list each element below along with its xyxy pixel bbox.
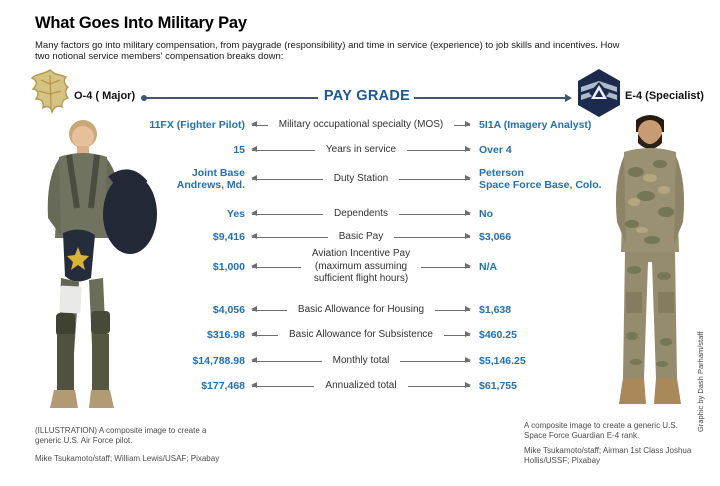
arrow-right-icon <box>407 146 471 152</box>
e4-value: Peterson Space Force Base, Colo. <box>479 167 602 191</box>
arrow-right-icon <box>398 210 472 216</box>
guardian-photo-credit: Mike Tsukamoto/staff; Airman 1st Class J… <box>524 446 692 465</box>
arrow-left-icon <box>250 382 315 388</box>
arrow-left-icon <box>251 357 322 363</box>
arrow-right-icon <box>407 382 472 388</box>
o4-value: Yes <box>226 208 245 220</box>
pilot-photo-caption: (ILLUSTRATION) A composite image to crea… <box>35 426 207 445</box>
arrow-right-icon <box>400 357 471 363</box>
o4-value: Joint Base Andrews, Md. <box>176 167 245 191</box>
e4-rank-label: E-4 (Specialist) <box>625 90 704 102</box>
row-label: Basic Allowance for Subsistence <box>289 328 433 340</box>
e4-value: N/A <box>479 261 498 273</box>
row-label: Basic Pay <box>338 230 384 242</box>
row-mos: 11FX (Fighter Pilot) Military occupation… <box>145 112 622 138</box>
o4-value: $177,468 <box>201 380 245 392</box>
arrow-left-icon <box>250 210 324 216</box>
e4-value: $5,146.25 <box>479 355 526 367</box>
o4-value: $4,056 <box>212 304 245 316</box>
air-force-pilot-photo <box>10 116 162 427</box>
o4-rank-label: O-4 ( Major) <box>74 90 136 102</box>
row-monthly-total: $14,788.98 Monthly total $5,146.25 <box>145 348 622 374</box>
o4-value: $316.98 <box>207 329 245 341</box>
pay-comparison-table: 11FX (Fighter Pilot) Military occupation… <box>145 112 622 398</box>
e4-value: Over 4 <box>479 144 512 156</box>
row-label: Years in service <box>325 143 397 155</box>
arrow-left-icon <box>251 121 268 127</box>
row-label: Military occupational specialty (MOS) <box>278 118 444 130</box>
row-label: Duty Station <box>333 172 389 184</box>
e4-value: $3,066 <box>479 231 512 243</box>
header-line-left <box>141 95 318 100</box>
page-title: What Goes Into Military Pay <box>35 14 247 32</box>
arrow-left-icon <box>251 175 323 181</box>
e4-value: $1,638 <box>479 304 512 316</box>
arrow-right-icon <box>443 331 472 337</box>
e4-value: $61,755 <box>479 380 517 392</box>
row-basic-allowance-housing: $4,056 Basic Allowance for Housing $1,63… <box>145 298 622 322</box>
arrow-left-icon <box>251 306 287 312</box>
row-basic-allowance-subsistence: $316.98 Basic Allowance for Subsistence … <box>145 322 622 348</box>
row-aviation-incentive-pay: $1,000 Aviation Incentive Pay (maximum a… <box>145 248 622 286</box>
guardian-photo-caption: A composite image to create a generic U.… <box>524 421 678 440</box>
o4-value: 11FX (Fighter Pilot) <box>149 119 245 131</box>
o4-value: 15 <box>233 144 245 156</box>
gold-oak-leaf-insignia <box>28 68 72 119</box>
arrow-left-icon <box>250 331 279 337</box>
arrow-right-icon <box>435 306 471 312</box>
e4-value: 5I1A (Imagery Analyst) <box>479 119 592 131</box>
row-label: Annualized total <box>325 379 397 391</box>
pilot-photo-credit: Mike Tsukamoto/staff; William Lewis/USAF… <box>35 454 220 463</box>
row-duty-station: Joint Base Andrews, Md. Duty Station Pet… <box>145 162 622 196</box>
o4-value: $9,416 <box>212 231 245 243</box>
o4-value: $14,788.98 <box>192 355 245 367</box>
o4-value: $1,000 <box>212 261 245 273</box>
arrow-right-icon <box>421 263 471 269</box>
arrow-left-icon <box>251 263 301 269</box>
arrow-left-icon <box>251 233 328 239</box>
space-force-specialist-insignia <box>576 68 622 123</box>
row-label: Monthly total <box>332 354 390 366</box>
arrow-right-icon <box>454 121 471 127</box>
row-label: Aviation Incentive Pay (maximum assuming… <box>311 248 411 285</box>
row-basic-pay: $9,416 Basic Pay $3,066 <box>145 226 622 248</box>
page-subtitle: Many factors go into military compensati… <box>35 40 620 62</box>
e4-value: No <box>479 208 493 220</box>
pay-grade-header: PAY GRADE <box>323 88 411 104</box>
row-label: Dependents <box>334 207 388 219</box>
row-dependents: Yes Dependents No <box>145 202 622 226</box>
row-annualized-total: $177,468 Annualized total $61,755 <box>145 374 622 398</box>
row-label: Basic Allowance for Housing <box>297 303 425 315</box>
row-years-in-service: 15 Years in service Over 4 <box>145 138 622 162</box>
arrow-left-icon <box>251 146 315 152</box>
e4-value: $460.25 <box>479 329 517 341</box>
space-force-guardian-photo <box>594 110 706 425</box>
arrow-right-icon <box>394 233 471 239</box>
arrow-right-icon <box>399 175 471 181</box>
header-line-right <box>414 94 572 101</box>
